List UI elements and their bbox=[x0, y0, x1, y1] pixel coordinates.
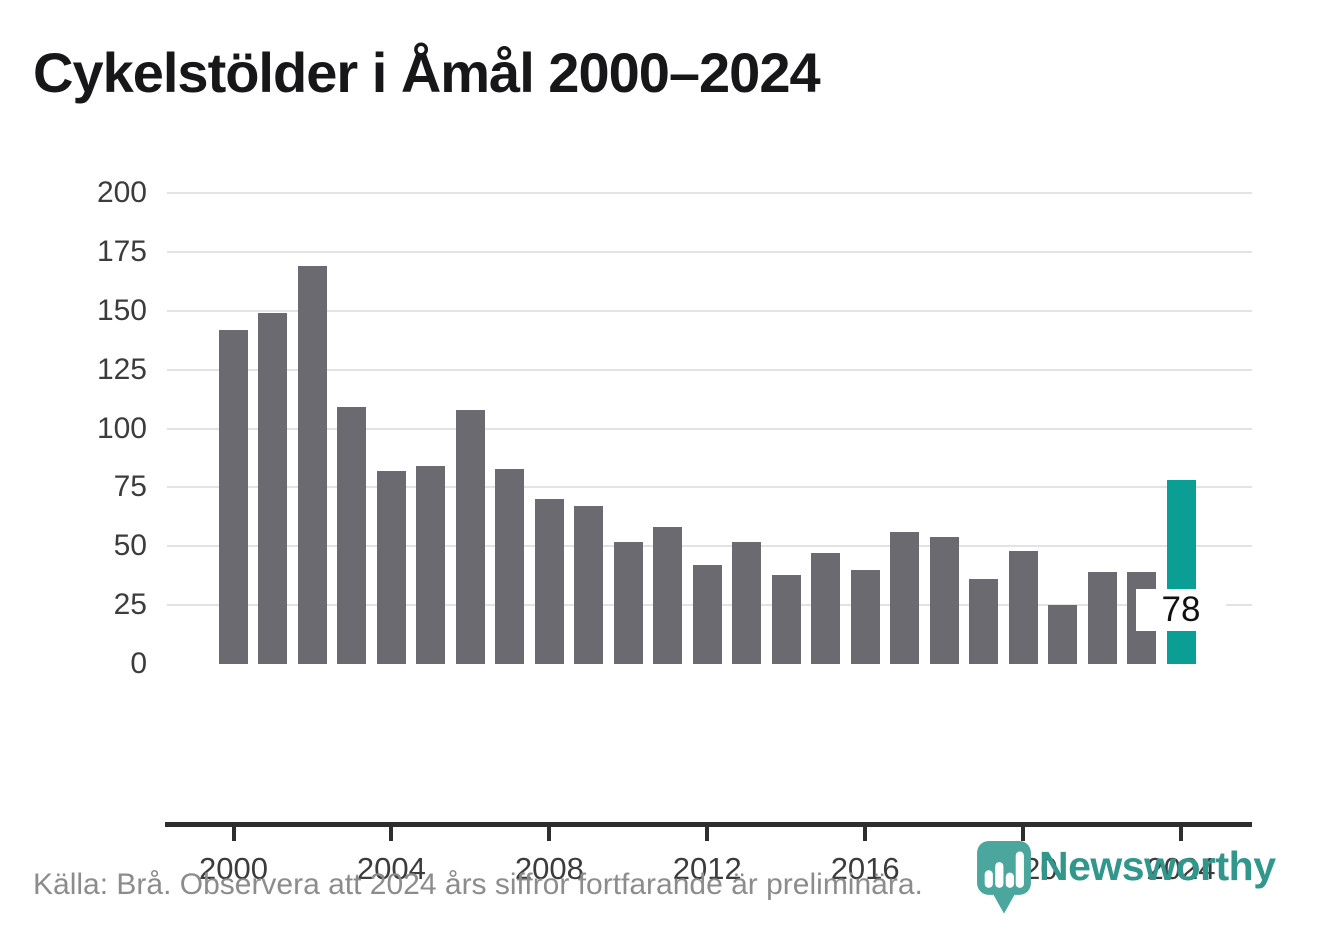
bar-2007 bbox=[495, 469, 525, 664]
bar-2014 bbox=[771, 575, 801, 664]
gridline-100 bbox=[167, 427, 1252, 430]
y-tick-label-100: 100 bbox=[96, 411, 147, 445]
x-tick-label-2012: 2012 bbox=[672, 851, 742, 886]
bar-2003 bbox=[337, 407, 367, 664]
chart-title: Cykelstölder i Åmål 2000–2024 bbox=[33, 41, 821, 104]
bar-2012 bbox=[692, 565, 722, 664]
y-tick-label-125: 125 bbox=[96, 352, 147, 386]
bar-2020 bbox=[1008, 551, 1038, 664]
bar-2015 bbox=[811, 553, 841, 664]
gridline-175 bbox=[167, 250, 1252, 253]
bar-2024 bbox=[1166, 480, 1196, 664]
gridline-200 bbox=[167, 192, 1252, 194]
newsworthy-pin-barchart-icon bbox=[977, 841, 1031, 914]
y-tick-label-175: 175 bbox=[96, 234, 147, 268]
x-axis-line bbox=[165, 822, 1252, 827]
bar-2005 bbox=[416, 466, 446, 664]
bar-2013 bbox=[732, 542, 762, 664]
bar-2019 bbox=[969, 579, 999, 664]
y-tick-label-50: 50 bbox=[113, 529, 147, 563]
x-tick-2020 bbox=[1021, 827, 1026, 841]
x-tick-label-2016: 2016 bbox=[830, 851, 900, 886]
newsworthy-wordmark: Newsworthy bbox=[1039, 843, 1276, 889]
bar-2018 bbox=[929, 537, 959, 664]
bar-2011 bbox=[653, 527, 683, 664]
y-tick-label-0: 0 bbox=[130, 647, 147, 680]
gridline-125 bbox=[167, 368, 1252, 371]
gridline-50 bbox=[167, 545, 1252, 548]
bar-2000 bbox=[219, 330, 248, 664]
x-tick-2024 bbox=[1179, 827, 1184, 841]
bar-2004 bbox=[376, 471, 406, 664]
y-tick-label-25: 25 bbox=[113, 588, 147, 622]
gridline-150 bbox=[167, 309, 1252, 312]
source-note: Källa: Brå. Observera att 2024 års siffr… bbox=[33, 868, 923, 901]
y-tick-label-150: 150 bbox=[96, 293, 147, 327]
bar-2006 bbox=[455, 410, 485, 664]
x-tick-label-2000: 2000 bbox=[199, 851, 268, 886]
x-tick-2004 bbox=[389, 827, 394, 841]
x-tick-label-2024: 2024 bbox=[1146, 851, 1216, 886]
bar-2021 bbox=[1048, 605, 1078, 664]
bar-2002 bbox=[297, 266, 327, 664]
highlight-value-label: 78 bbox=[1136, 589, 1227, 631]
y-tick-label-75: 75 bbox=[113, 470, 147, 504]
x-tick-2000 bbox=[231, 827, 236, 841]
bar-2022 bbox=[1087, 572, 1117, 664]
bar-2017 bbox=[890, 532, 920, 664]
bar-2009 bbox=[574, 506, 604, 664]
bar-2001 bbox=[258, 313, 288, 664]
x-tick-label-2004: 2004 bbox=[356, 851, 426, 886]
x-tick-2012 bbox=[705, 827, 710, 841]
bar-chart: 0 25 50 75 100 125 150 175 200 2000 2004 2008 2012 2… bbox=[0, 160, 1322, 886]
newsworthy-logo: Newsworthy bbox=[977, 841, 1307, 916]
bar-2008 bbox=[534, 499, 564, 664]
gridline-75 bbox=[167, 486, 1252, 489]
x-tick-label-2008: 2008 bbox=[514, 851, 584, 886]
x-tick-2016 bbox=[863, 827, 868, 841]
x-tick-2008 bbox=[547, 827, 552, 841]
bar-2010 bbox=[613, 542, 643, 664]
y-tick-label-200: 200 bbox=[96, 176, 147, 209]
bar-2016 bbox=[850, 570, 880, 664]
